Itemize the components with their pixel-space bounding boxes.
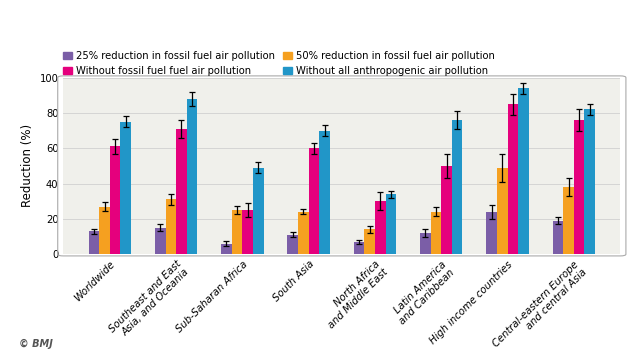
Bar: [430, 212, 441, 254]
Bar: [298, 212, 309, 254]
Bar: [110, 146, 120, 254]
Y-axis label: Reduction (%): Reduction (%): [21, 124, 34, 208]
Bar: [287, 235, 298, 254]
Bar: [508, 104, 518, 254]
Bar: [420, 233, 430, 254]
Bar: [99, 207, 110, 254]
Bar: [354, 242, 365, 254]
Bar: [232, 210, 242, 254]
Bar: [441, 166, 452, 254]
Bar: [242, 210, 253, 254]
Bar: [176, 129, 187, 254]
Bar: [165, 199, 176, 254]
Bar: [365, 229, 375, 254]
Bar: [319, 131, 330, 254]
Bar: [155, 228, 165, 254]
Bar: [385, 194, 396, 254]
Bar: [309, 148, 319, 254]
Bar: [573, 120, 584, 254]
Bar: [187, 99, 197, 254]
Bar: [120, 122, 131, 254]
Bar: [563, 187, 573, 254]
Bar: [253, 168, 263, 254]
Bar: [89, 231, 99, 254]
Bar: [584, 109, 595, 254]
Bar: [221, 244, 232, 254]
Bar: [486, 212, 497, 254]
Bar: [375, 201, 385, 254]
Bar: [452, 120, 463, 254]
Bar: [518, 88, 529, 254]
Text: © BMJ: © BMJ: [19, 339, 53, 349]
Bar: [553, 221, 563, 254]
Bar: [497, 168, 508, 254]
Legend: 25% reduction in fossil fuel air pollution, Without fossil fuel fuel air polluti: 25% reduction in fossil fuel air polluti…: [63, 51, 495, 76]
